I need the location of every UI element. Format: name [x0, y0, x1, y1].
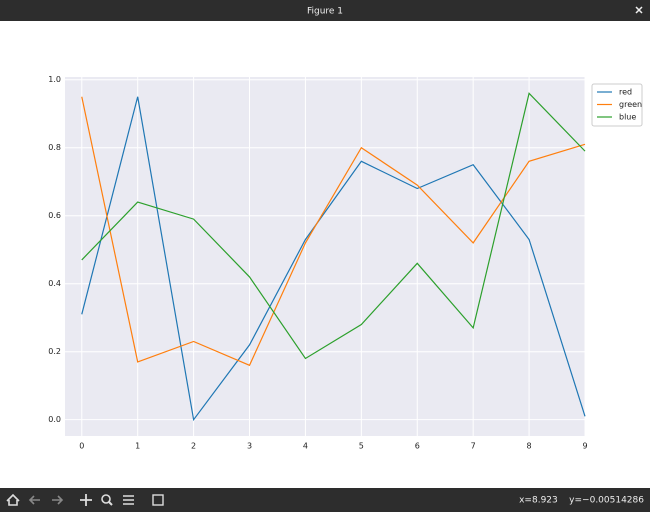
y-tick-label: 0.4	[48, 279, 61, 288]
x-tick-label: 8	[527, 442, 532, 451]
x-tick-label: 9	[582, 442, 587, 451]
toolbar	[0, 488, 650, 512]
x-tick-label: 6	[415, 442, 420, 451]
status-text: x=8.923 y=−0.00514286	[519, 496, 644, 506]
legend-box	[591, 83, 643, 127]
home-button[interactable]	[6, 493, 20, 506]
pan-button[interactable]	[80, 494, 92, 506]
y-tick-label: 0.8	[48, 143, 61, 152]
x-tick-label: 3	[247, 442, 252, 451]
save-button[interactable]	[152, 494, 164, 506]
x-tick-label: 4	[303, 442, 308, 451]
y-tick-label: 0.6	[48, 211, 61, 220]
title-bar	[0, 0, 650, 21]
legend-label: red	[619, 88, 632, 97]
x-tick-label: 7	[471, 442, 476, 451]
close-button[interactable]	[635, 6, 643, 14]
legend: red green blue	[591, 83, 643, 127]
zoom-button[interactable]	[101, 494, 113, 506]
y-tick-label: 0.2	[48, 347, 61, 356]
x-tick-label: 2	[191, 442, 196, 451]
line-series	[81, 92, 586, 360]
x-tick-label: 1	[135, 442, 140, 451]
legend-label: green	[619, 100, 642, 109]
configure-button[interactable]	[123, 495, 134, 505]
plot: 0.0 0.2 0.4 0.6 0.8 1.0 0 1 2 3 4 5 6 7 8 9 red green blue	[48, 75, 643, 451]
forward-button[interactable]	[52, 495, 64, 505]
line-series	[81, 96, 586, 367]
y-tick-label: 0.0	[48, 415, 61, 424]
plot-area	[65, 77, 585, 436]
legend-label: blue	[619, 113, 636, 122]
back-button[interactable]	[28, 495, 40, 505]
window-title: Figure 1	[307, 7, 343, 17]
y-tick-label: 1.0	[48, 75, 61, 84]
x-tick-label: 0	[79, 442, 84, 451]
x-tick-label: 5	[359, 442, 364, 451]
